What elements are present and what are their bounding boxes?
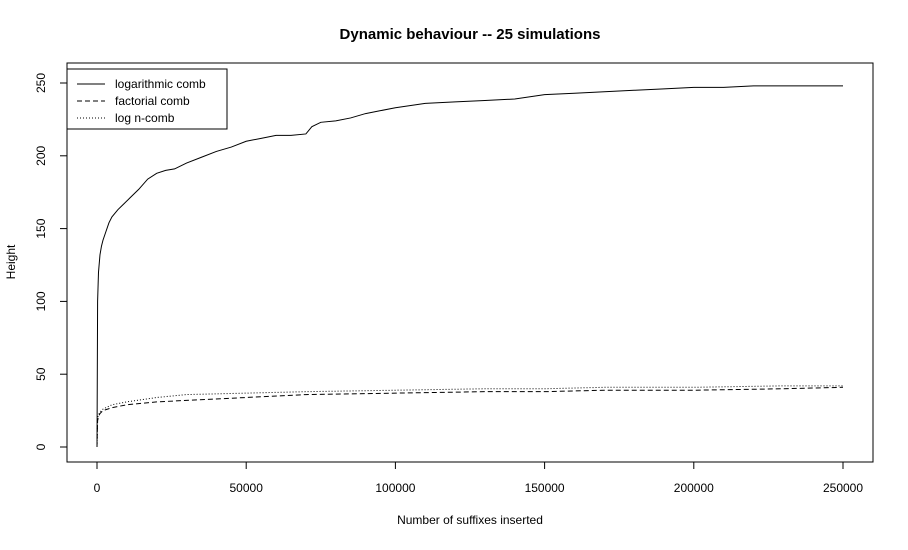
legend-label-2: log n-comb	[115, 111, 175, 125]
x-tick-label: 150000	[525, 481, 565, 495]
series-line-2	[96, 385, 843, 448]
y-tick-label: 200	[34, 145, 48, 165]
x-axis: 0 50000 100000 150000 200000 250000	[94, 461, 863, 495]
legend-box	[66, 68, 228, 130]
x-tick-label: 250000	[823, 481, 863, 495]
legend-label-1: factorial comb	[115, 94, 190, 108]
y-tick-label: 250	[34, 73, 48, 93]
y-tick-label: 150	[34, 218, 48, 238]
x-tick-label: 0	[94, 481, 101, 495]
y-tick-label: 50	[34, 367, 48, 381]
y-tick-label: 0	[34, 443, 48, 450]
series-line-1	[96, 386, 844, 448]
y-axis-label: Height	[4, 244, 18, 279]
legend-label-0: logarithmic comb	[115, 77, 206, 91]
series-line-0	[96, 85, 843, 448]
series-layer	[96, 85, 844, 448]
x-tick-label: 100000	[375, 481, 415, 495]
chart-title: Dynamic behaviour -- 25 simulations	[340, 26, 601, 43]
x-tick-label: 50000	[230, 481, 264, 495]
y-tick-label: 100	[34, 291, 48, 311]
x-axis-label: Number of suffixes inserted	[397, 513, 543, 527]
x-tick-label: 200000	[674, 481, 714, 495]
y-axis: 0 50 100 150 200 250	[34, 73, 68, 450]
legend: logarithmic comb factorial comb log n-comb	[66, 68, 228, 130]
